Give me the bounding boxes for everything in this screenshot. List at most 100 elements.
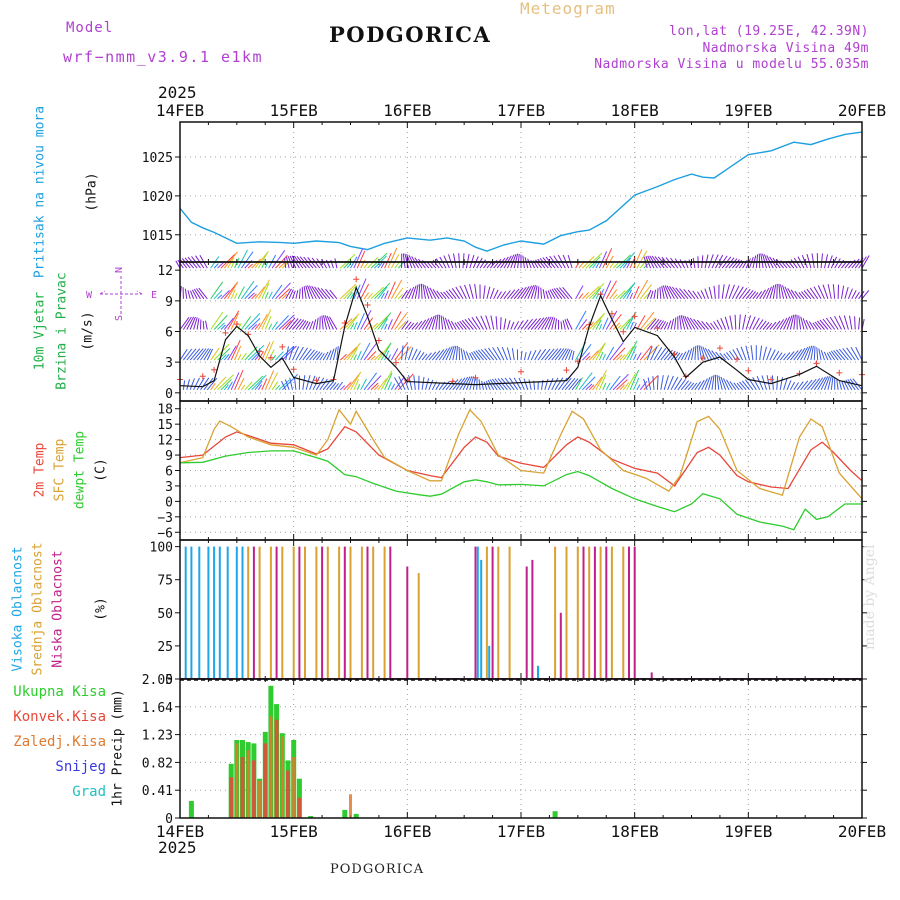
mid-cloud-bar — [588, 546, 591, 679]
unit-label: (C) — [94, 458, 109, 481]
high-cloud-bar — [480, 559, 483, 679]
konvek-bar — [297, 797, 302, 818]
x-tick-label: 18FEB — [611, 101, 659, 120]
mid-cloud-bar — [576, 546, 579, 679]
tick-label: 75 — [157, 574, 173, 589]
high-cloud-bar — [235, 546, 238, 679]
tick-label: 1.23 — [142, 729, 173, 744]
dir-key-s: S — [114, 315, 125, 321]
axis-label: Brzina i Pravac — [55, 272, 70, 389]
konvek-bar — [251, 760, 256, 818]
legend-entry: Snijeg — [55, 759, 106, 775]
tick-label: 18 — [157, 403, 173, 418]
low-cloud-bar — [366, 546, 369, 679]
low-cloud-bar — [593, 546, 596, 679]
mid-cloud-bar — [349, 546, 352, 679]
high-cloud-bar — [198, 546, 201, 679]
tick-label: 9 — [165, 449, 173, 464]
tick-label: 9 — [165, 295, 173, 310]
low-cloud-bar — [474, 546, 477, 679]
tick-label: 12 — [157, 264, 173, 279]
x-tick-label: 19FEB — [724, 101, 772, 120]
mid-cloud-bar — [610, 546, 613, 679]
mid-cloud-bar — [497, 546, 500, 679]
x-tick-label: 14FEB — [156, 101, 204, 120]
mid-cloud-bar — [326, 546, 329, 679]
low-cloud-bar — [252, 546, 255, 679]
legend-entry: Ukupna Kisa — [13, 684, 106, 700]
mid-cloud-bar — [360, 546, 363, 679]
tick-label: 1025 — [142, 151, 173, 166]
zaledj-bar — [246, 750, 250, 818]
high-cloud-bar — [476, 546, 479, 679]
dir-key-n: N — [114, 267, 125, 273]
mid-cloud-bar — [485, 546, 488, 679]
mid-cloud-bar — [315, 546, 318, 679]
low-cloud-bar — [650, 672, 653, 679]
mid-cloud-bar — [338, 546, 341, 679]
tick-label: −6 — [157, 526, 173, 541]
ukupna-bar — [188, 801, 194, 818]
mid-cloud-bar — [292, 546, 295, 679]
wind-vectors — [175, 247, 870, 391]
zaledj-bar — [349, 794, 352, 818]
low-cloud-bar — [275, 546, 278, 679]
mid-cloud-bar — [383, 546, 386, 679]
dewpoint-line — [179, 450, 862, 531]
low-cloud-bar — [582, 546, 585, 679]
dir-key-arrows — [99, 276, 143, 314]
low-cloud-bar — [321, 546, 324, 679]
panel-border — [179, 678, 863, 819]
legend-entry: Grad — [72, 784, 106, 800]
series-label: Niska Oblacnost — [51, 550, 66, 667]
series-label: dewpt Temp — [73, 431, 88, 509]
mid-cloud-bar — [269, 546, 272, 679]
year-label-bottom: 2025 — [158, 838, 197, 857]
high-cloud-bar — [213, 546, 216, 679]
dir-key-e: E — [151, 290, 157, 301]
high-cloud-bar — [241, 546, 244, 679]
low-cloud-bar — [491, 546, 494, 679]
konvek-bar — [240, 757, 245, 818]
tick-label: 50 — [157, 607, 173, 622]
high-cloud-bar — [537, 665, 539, 679]
mid-cloud-bar — [599, 546, 602, 679]
x-tick-label: 20FEB — [838, 822, 886, 841]
zaledj-bar — [292, 757, 296, 818]
mid-cloud-bar — [622, 546, 625, 679]
x-tick-label: 19FEB — [724, 822, 772, 841]
x-tick-label: 15FEB — [270, 822, 318, 841]
low-cloud-bar — [298, 546, 301, 679]
zaledj-bar — [235, 743, 239, 818]
unit-label: (m/s) — [81, 311, 96, 350]
tick-label: 12 — [157, 434, 173, 449]
x-tick-label: 17FEB — [497, 101, 545, 120]
mid-cloud-bar — [247, 546, 250, 679]
low-cloud-bar — [633, 546, 636, 679]
tick-label: 6 — [165, 326, 173, 341]
tick-label: 0.41 — [142, 784, 173, 799]
unit-label: (hPa) — [85, 172, 100, 211]
ukupna-bar — [353, 813, 359, 818]
dir-key-w: W — [86, 290, 93, 301]
high-cloud-bar — [226, 546, 229, 679]
model-name: wrf−nmm_v3.9.1 e1km — [63, 48, 264, 66]
legend-entry: Konvek.Kisa — [13, 709, 106, 725]
tick-label: 6 — [165, 465, 173, 480]
x-tick-label: 17FEB — [497, 822, 545, 841]
series-label: 2m Temp — [33, 442, 48, 497]
low-cloud-bar — [389, 546, 392, 679]
unit-label: (%) — [94, 597, 109, 620]
x-tick-label: 20FEB — [838, 101, 886, 120]
sfc-temp-line — [179, 408, 863, 500]
x-tick-label: 16FEB — [383, 822, 431, 841]
tick-label: 15 — [157, 418, 173, 433]
high-cloud-bar — [488, 645, 491, 679]
meteogram-label: Meteogram — [520, 0, 616, 18]
konvek-bar — [263, 743, 268, 818]
page-title: PODGORICA — [329, 22, 492, 47]
altitude-label: Nadmorska Visina 49m — [702, 41, 869, 56]
tick-label: 0 — [165, 495, 173, 510]
high-cloud-bar — [190, 546, 193, 679]
low-cloud-bar — [559, 612, 562, 679]
